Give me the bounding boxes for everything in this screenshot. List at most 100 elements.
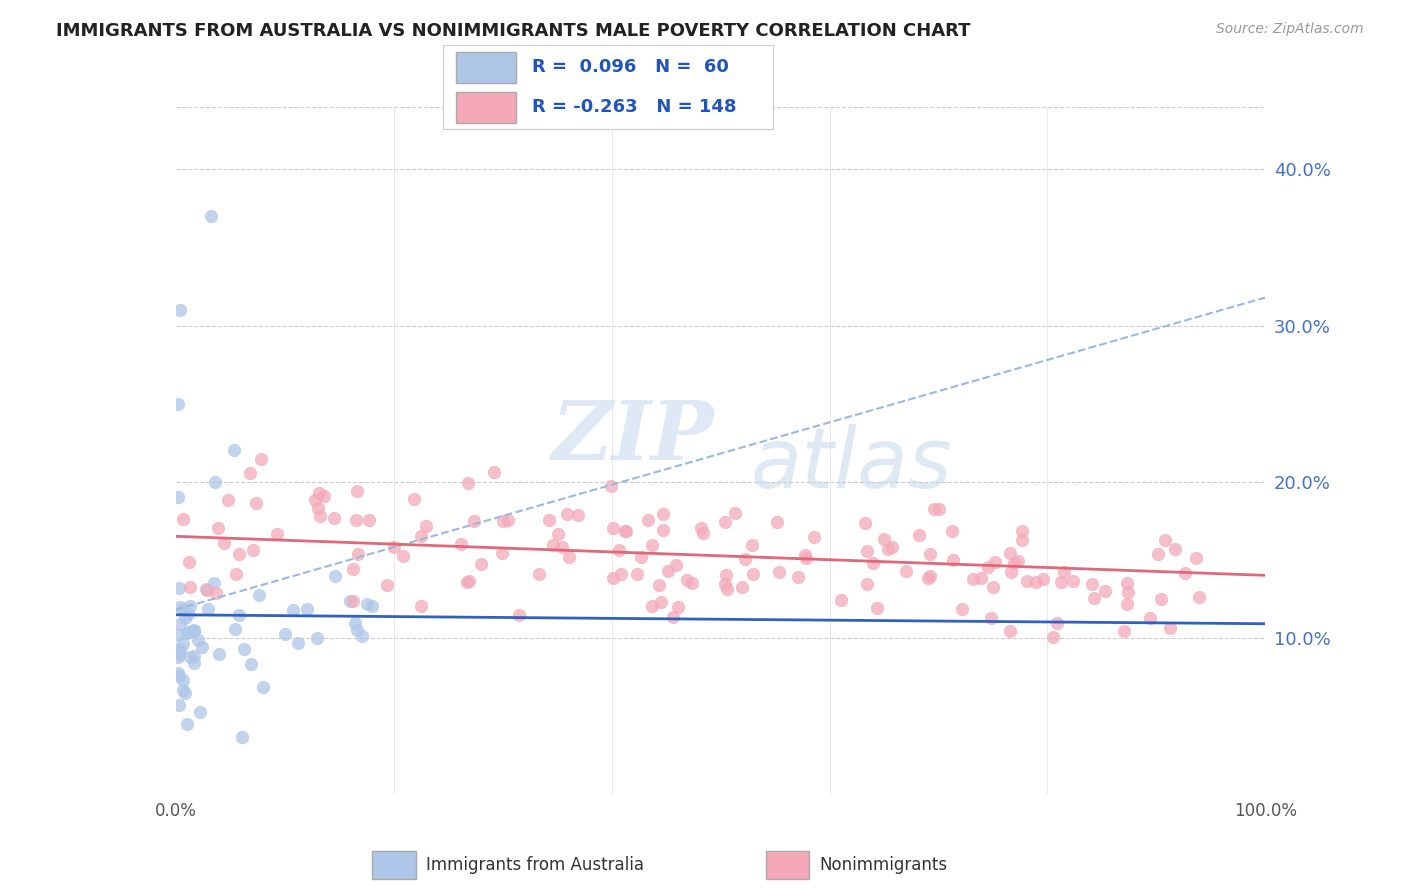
Point <box>614 524 637 538</box>
Point <box>1081 576 1104 591</box>
Point <box>295 602 318 616</box>
Point <box>179 624 201 639</box>
Point <box>450 537 472 551</box>
Point <box>1015 574 1038 588</box>
Point <box>690 521 713 535</box>
Point <box>346 547 368 561</box>
Point <box>183 624 205 638</box>
Point <box>917 571 939 585</box>
Point <box>830 593 852 607</box>
Point <box>1114 624 1136 638</box>
Point <box>941 524 963 539</box>
Point <box>766 515 789 529</box>
Point <box>1164 542 1187 557</box>
Point <box>714 567 737 582</box>
Point <box>167 648 190 662</box>
Point <box>602 571 624 585</box>
Point <box>630 550 652 565</box>
Point <box>1050 575 1073 590</box>
Point <box>245 496 267 510</box>
FancyBboxPatch shape <box>766 851 810 879</box>
Point <box>641 599 664 613</box>
Point <box>167 649 190 664</box>
Text: Immigrants from Australia: Immigrants from Australia <box>426 855 644 874</box>
Point <box>557 550 579 565</box>
Point <box>239 466 262 480</box>
Point <box>734 552 756 566</box>
Point <box>742 567 765 582</box>
Point <box>342 594 364 608</box>
Point <box>360 599 382 614</box>
Point <box>928 502 950 516</box>
Point <box>976 559 998 574</box>
Point <box>794 548 817 562</box>
Point <box>392 549 415 563</box>
Point <box>607 542 630 557</box>
Point <box>652 523 675 537</box>
Point <box>249 451 271 466</box>
Point <box>609 567 631 582</box>
Point <box>169 302 191 317</box>
Point <box>1153 533 1175 547</box>
Point <box>225 567 247 582</box>
Point <box>652 507 675 521</box>
Point <box>287 636 309 650</box>
Point <box>357 513 380 527</box>
Point <box>470 557 492 571</box>
Point <box>730 580 752 594</box>
Point <box>803 530 825 544</box>
Point <box>724 507 747 521</box>
Point <box>496 513 519 527</box>
Point <box>212 536 235 550</box>
Point <box>304 492 326 507</box>
Point <box>346 484 368 499</box>
Point <box>567 508 589 522</box>
Point <box>855 577 877 591</box>
Point <box>918 569 941 583</box>
Point <box>179 650 201 665</box>
Text: R = -0.263   N = 148: R = -0.263 N = 148 <box>531 98 737 116</box>
Point <box>1011 524 1033 538</box>
Point <box>456 574 478 589</box>
Point <box>998 624 1021 638</box>
Point <box>1150 592 1173 607</box>
Point <box>661 610 683 624</box>
Point <box>862 556 884 570</box>
Point <box>247 588 270 602</box>
Point <box>541 538 564 552</box>
Point <box>190 640 212 655</box>
Point <box>692 526 714 541</box>
Point <box>169 616 191 631</box>
Point <box>205 585 228 599</box>
Point <box>308 486 330 500</box>
Point <box>176 626 198 640</box>
Point <box>962 572 984 586</box>
Point <box>239 657 262 671</box>
Point <box>323 511 346 525</box>
Point <box>600 479 623 493</box>
Point <box>343 615 366 630</box>
Point <box>714 577 737 591</box>
Point <box>1000 545 1022 559</box>
Point <box>1185 551 1208 566</box>
Point <box>614 524 637 538</box>
Point <box>323 569 346 583</box>
FancyBboxPatch shape <box>373 851 416 879</box>
Point <box>922 501 945 516</box>
Point <box>856 544 879 558</box>
Point <box>716 582 738 596</box>
Point <box>1116 585 1139 599</box>
Point <box>657 564 679 578</box>
Point <box>167 628 190 642</box>
Point <box>1083 591 1105 605</box>
Point <box>305 631 328 645</box>
Point <box>648 577 671 591</box>
Point <box>176 716 198 731</box>
Point <box>169 643 191 657</box>
Point <box>942 553 965 567</box>
Point <box>274 627 297 641</box>
Point <box>1116 597 1139 611</box>
Point <box>350 629 373 643</box>
Point <box>981 580 1004 594</box>
Text: IMMIGRANTS FROM AUSTRALIA VS NONIMMIGRANTS MALE POVERTY CORRELATION CHART: IMMIGRANTS FROM AUSTRALIA VS NONIMMIGRAN… <box>56 22 970 40</box>
